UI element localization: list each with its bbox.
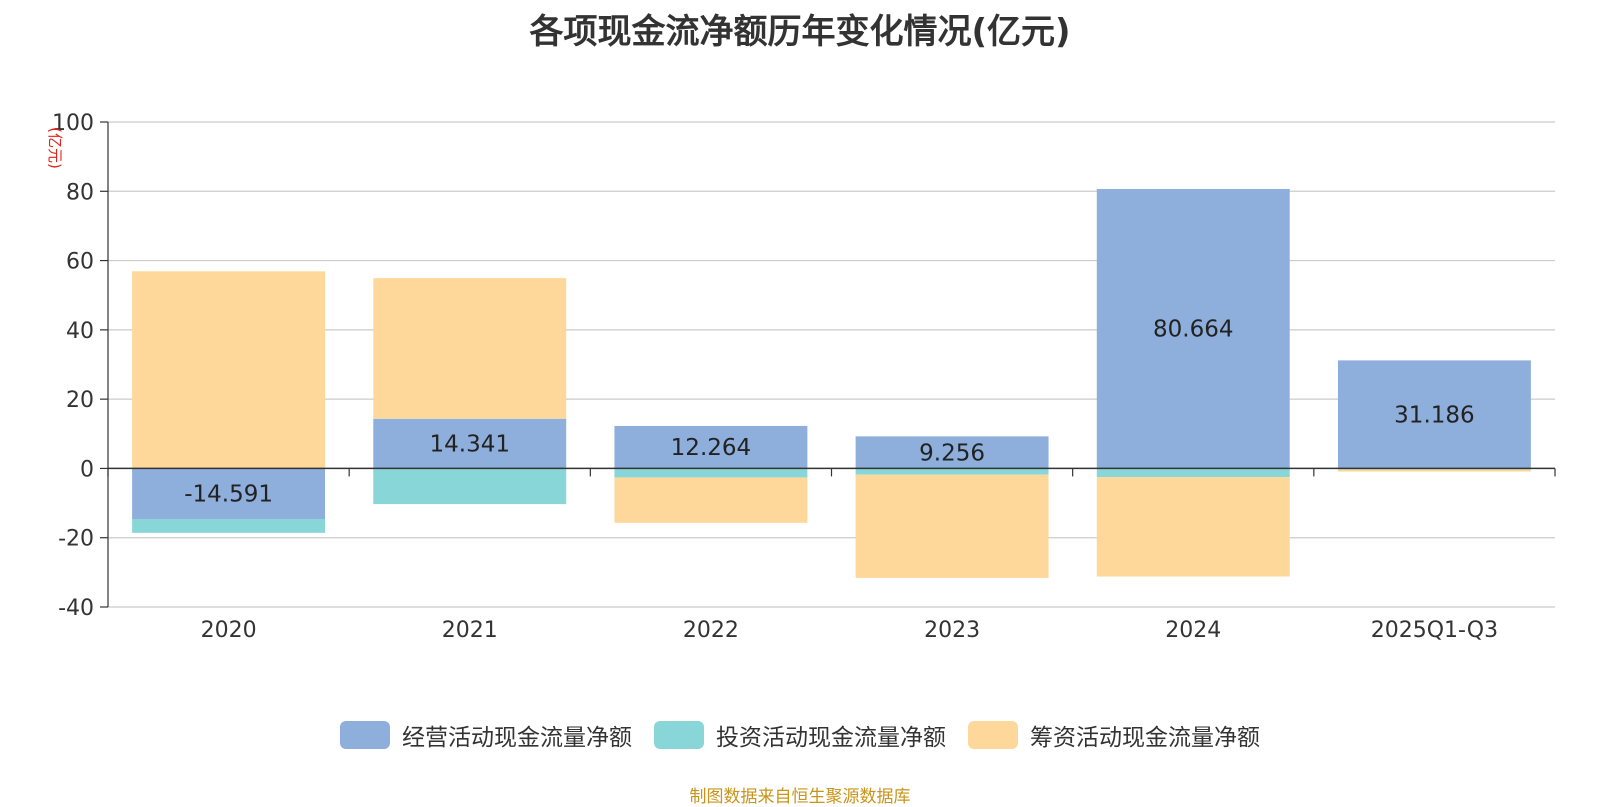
y-tick-label: 100 (52, 111, 94, 136)
data-label: 9.256 (919, 440, 985, 466)
bar-s2-2020 (132, 271, 326, 469)
bars-layer (132, 188, 1531, 578)
bar-s2-2021 (373, 278, 567, 419)
bar-s1-2022 (614, 468, 808, 478)
x-tick-label: 2020 (201, 618, 257, 643)
bar-s1-2024 (1096, 468, 1290, 478)
data-label: 31.186 (1394, 402, 1474, 428)
bar-s0-2022 (614, 425, 808, 469)
legend-label: 经营活动现金流量净额 (402, 725, 632, 751)
chart-svg: -40 -20 0 20 40 60 80 100(亿元) 2020 2021 2022 2023 20… (46, 111, 1556, 643)
x-tick-label: 2025Q1-Q3 (1371, 618, 1498, 643)
y-tick-label: -20 (58, 527, 94, 552)
bar-s0-2024 (1096, 188, 1290, 469)
bar-s0-2023 (855, 436, 1049, 469)
data-label: -14.591 (184, 482, 273, 508)
bar-s2-2023 (855, 474, 1049, 578)
legend: 经营活动现金流量净额 投资活动现金流量净额 筹资活动现金流量净额 (0, 718, 1600, 752)
data-label: 12.264 (671, 435, 751, 461)
y-tick-label: 80 (66, 180, 94, 205)
bar-s1-2020 (132, 518, 326, 533)
legend-swatch (654, 721, 704, 749)
x-tick-label: 2024 (1165, 618, 1221, 643)
legend-item[interactable]: 筹资活动现金流量净额 (968, 718, 1260, 752)
legend-swatch (968, 721, 1018, 749)
x-tick-label: 2022 (683, 618, 739, 643)
data-label: 14.341 (430, 432, 510, 458)
y-tick-label: 0 (80, 457, 94, 482)
source-note: 制图数据来自恒生聚源数据库 (689, 787, 911, 807)
legend-swatch (340, 721, 390, 749)
x-tick-label: 2023 (924, 618, 980, 643)
y-axis-label: (亿元) (46, 127, 64, 169)
chart-title: 各项现金流净额历年变化情况(亿元) (529, 12, 1071, 52)
y-tick-label: 60 (66, 250, 94, 275)
data-label: 80.664 (1153, 317, 1233, 343)
bar-s0-2020 (132, 468, 326, 519)
legend-item[interactable]: 投资活动现金流量净额 (654, 718, 946, 752)
bar-s1-2023 (855, 468, 1049, 475)
legend-label: 投资活动现金流量净额 (716, 725, 946, 751)
y-tick-label: 40 (66, 319, 94, 344)
y-tick-label: 20 (66, 388, 94, 413)
x-tick-label: 2021 (442, 618, 498, 643)
bar-s2-2024 (1096, 477, 1290, 577)
grid-layer (108, 121, 1555, 608)
bar-s2-2022 (614, 477, 808, 523)
bar-s1-2021 (373, 468, 567, 505)
axis-layer: -40 -20 0 20 40 60 80 100(亿元) 2020 2021 2022 2023 20… (46, 111, 1556, 643)
bar-s0-2025Q1-Q3 (1337, 360, 1531, 469)
legend-label: 筹资活动现金流量净额 (1030, 725, 1260, 751)
bar-s0-2021 (373, 418, 567, 469)
legend-item[interactable]: 经营活动现金流量净额 (340, 718, 632, 752)
bar-s2-2025Q1-Q3 (1337, 469, 1531, 472)
y-tick-label: -40 (58, 596, 94, 621)
labels-layer: -14.591 14.341 12.264 9.256 80.664 31.186 (184, 317, 1474, 508)
